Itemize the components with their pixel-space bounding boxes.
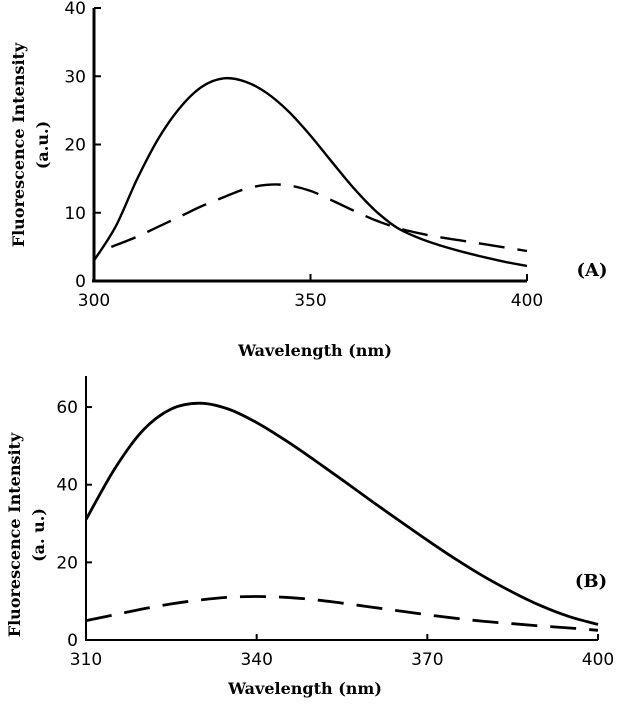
y-tick-label-b-0: 0 [67,631,78,651]
y-axis-title-b: Fluorescence Intensity [5,432,24,637]
x-tick-label-a-0: 300 [78,291,110,311]
x-tick-label-a-2: 400 [511,291,543,311]
x-tick-label-a-1: 350 [294,291,326,311]
x-tick-label-b-3: 400 [582,650,614,670]
x-tick-label-b-1: 340 [240,650,272,670]
x-tick-label-b-0: 310 [70,650,102,670]
series-line-b-dashed [85,595,599,632]
y-axis-unit-a: (a.u.) [33,121,52,169]
y-tick-label-b-2: 40 [56,476,78,496]
y-tick-label-a-3: 30 [64,67,86,87]
y-tick-label-a-1: 10 [64,204,86,224]
panel-label-b: (B) [575,571,607,592]
x-axis-title-b: Wavelength (nm) [227,679,382,698]
x-axis-title-a: Wavelength (nm) [237,341,392,360]
series-line-b-solid [84,401,599,626]
series-line-a-solid [92,76,528,268]
panel-label-a: (A) [577,260,608,281]
series-line-a-dashed [110,183,528,253]
y-axis-title-a: Fluorescence Intensity [9,42,28,247]
y-axis-unit-b: (a. u.) [29,508,48,562]
y-tick-label-a-4: 40 [64,0,86,19]
y-tick-label-b-3: 60 [56,398,78,418]
y-tick-label-b-1: 20 [56,553,78,573]
y-tick-label-a-2: 20 [64,136,86,156]
chart-panel-b: 0 20 40 60 310 340 370 400 Fluorescence Intens… [5,376,614,698]
chart-panel-a: 0 10 20 30 40 300 350 400 Fluorescence Intensi… [9,0,608,360]
y-tick-label-a-0: 0 [75,272,86,292]
x-tick-label-b-2: 370 [411,650,443,670]
